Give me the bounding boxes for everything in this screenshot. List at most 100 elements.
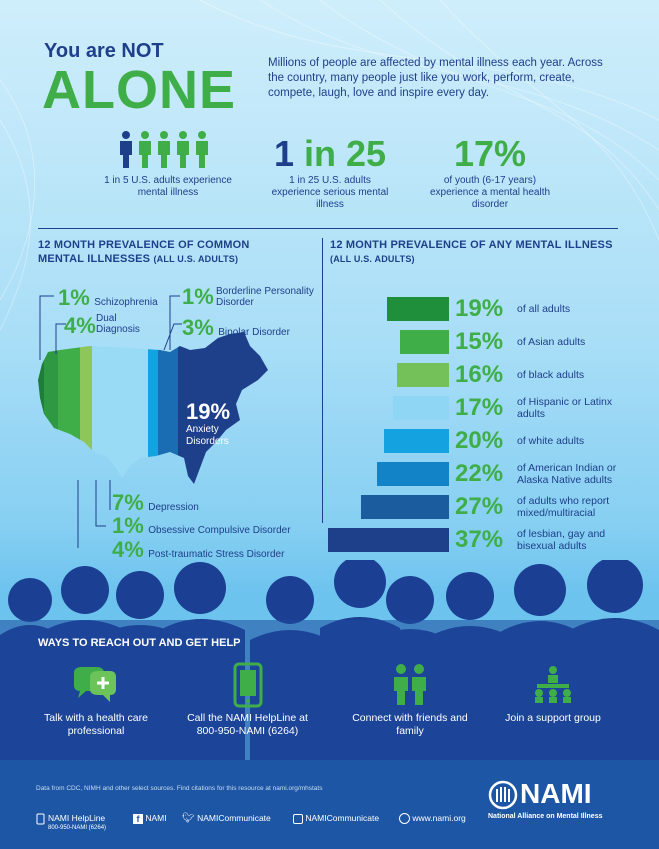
intro-text: Millions of people are affected by menta… — [268, 57, 603, 99]
bar-pct-4: 20% — [455, 427, 504, 454]
bar-7 — [328, 528, 449, 552]
website-link: www.nami.org — [412, 813, 466, 823]
way-label-call: Call the NAMI HelpLine at 800-950-NAMI (… — [187, 712, 308, 737]
item-ocd-pct: 1% — [112, 513, 144, 538]
stat-value-3: 17% — [453, 133, 527, 174]
bar-2 — [396, 363, 449, 387]
item-depression: 7% Depression — [112, 492, 312, 515]
facebook-handle: NAMI — [145, 813, 167, 823]
person-icon — [139, 131, 151, 168]
bar-pct-2: 16% — [455, 361, 504, 388]
item-ptsd-label: Post-traumatic Stress Disorder — [148, 549, 285, 560]
section-divider — [38, 228, 618, 229]
stat-caption-1: 1 in 5 U.S. adults experience mental ill… — [104, 175, 232, 198]
footer-website[interactable]: www.nami.org — [399, 813, 466, 825]
ways-title: WAYS TO REACH OUT AND GET HELP — [38, 637, 241, 649]
helpline-title: NAMI HelpLine — [48, 813, 106, 823]
left-section-title-text: 12 MONTH PREVALENCE OF COMMON MENTAL ILL… — [38, 239, 250, 265]
stat-value-2-rest: in 25 — [293, 133, 387, 174]
bar-label-3: of Hispanic or Latinx adults — [517, 396, 613, 420]
item-ptsd-pct: 4% — [112, 537, 144, 562]
phone-icon — [233, 662, 263, 708]
bar-pct-1: 15% — [455, 328, 504, 355]
person-icon — [177, 131, 189, 168]
stripe-bipolar — [148, 332, 158, 484]
footer-facebook[interactable]: f NAMI — [133, 813, 167, 824]
support-group-icon — [535, 666, 571, 703]
instagram-icon — [293, 813, 303, 824]
bar-pct-3: 17% — [455, 394, 504, 421]
twitter-icon: 🐦︎ — [182, 812, 195, 824]
bar-label-2: of black adults — [517, 369, 585, 381]
right-section-subtitle: (ALL U.S. ADULTS) — [330, 254, 415, 264]
item-ocd-label: Obsessive Compulsive Disorder — [148, 525, 291, 536]
item-ptsd: 4% Post-traumatic Stress Disorder — [112, 539, 322, 562]
item-depression-label: Depression — [148, 502, 199, 513]
bar-3 — [393, 396, 449, 420]
item-bipolar: 3% Bipolar Disorder — [182, 317, 322, 340]
bar-5 — [377, 462, 449, 486]
us-map-graphic — [38, 295, 268, 548]
twitter-handle: NAMICommunicate — [197, 813, 271, 823]
nami-logo-icon — [488, 780, 518, 810]
bar-pct-5: 22% — [455, 460, 504, 487]
bar-label-5: of American Indian or Alaska Native adul… — [517, 462, 617, 486]
item-dual-pct: 4% — [64, 313, 96, 338]
item-schizophrenia-label: Schizophrenia — [94, 297, 158, 308]
title-small: You are NOT — [44, 40, 164, 62]
footer-band — [0, 760, 659, 849]
sources-note: Data from CDC, NIMH and other select sou… — [36, 785, 323, 792]
right-section-title-text: 12 MONTH PREVALENCE OF ANY MENTAL ILLNES… — [330, 239, 613, 251]
item-bpd-pct: 1% — [182, 284, 214, 309]
person-icon — [196, 131, 208, 168]
facebook-icon: f — [133, 813, 143, 824]
bar-label-6: of adults who report mixed/multiracial — [517, 495, 610, 519]
right-section-title: 12 MONTH PREVALENCE OF ANY MENTAL ILLNES… — [330, 238, 620, 266]
left-section-title: 12 MONTH PREVALENCE OF COMMON MENTAL ILL… — [38, 238, 298, 266]
bar-label-0: of all adults — [517, 303, 571, 315]
way-label-talk: Talk with a health care professional — [44, 712, 148, 737]
helpline-number: 800-950-NAMI (6264) — [48, 825, 107, 831]
chat-bubbles-icon — [74, 667, 116, 702]
title-big: ALONE — [42, 60, 236, 120]
footer-instagram[interactable]: NAMICommunicate — [293, 813, 379, 824]
item-anxiety: 19% Anxiety Disorders — [186, 400, 256, 448]
footer-twitter[interactable]: 🐦︎ NAMICommunicate — [182, 813, 271, 824]
item-bpd-label: Borderline Personality Disorder — [216, 286, 314, 308]
way-label-connect: Connect with friends and family — [352, 712, 468, 737]
bar-1 — [399, 330, 449, 354]
stripe-bpd — [158, 332, 178, 484]
bar-pct-6: 27% — [455, 493, 504, 520]
item-ocd: 1% Obsessive Compulsive Disorder — [112, 515, 312, 538]
bar-label-7: of lesbian, gay and bisexual adults — [517, 528, 606, 552]
people-icon — [394, 664, 426, 705]
person-icon — [120, 131, 132, 168]
bar-pct-0: 19% — [455, 295, 504, 322]
nami-logo-text: NAMI — [520, 778, 592, 809]
item-bipolar-pct: 3% — [182, 315, 214, 340]
bar-4 — [383, 429, 449, 453]
item-schizophrenia-pct: 1% — [58, 285, 90, 310]
bar-label-1: of Asian adults — [517, 336, 586, 348]
instagram-handle: NAMICommunicate — [305, 813, 380, 823]
stat-value-2-prefix: 1 — [273, 133, 294, 174]
bar-label-4: of white adults — [517, 435, 585, 447]
org-name: National Alliance on Mental Illness — [488, 813, 603, 820]
bar-0 — [386, 297, 449, 321]
bar-pct-7: 37% — [455, 526, 504, 553]
person-icon — [158, 131, 170, 168]
stat-caption-2: 1 in 25 U.S. adults experience serious m… — [271, 175, 389, 210]
item-anxiety-label: Anxiety Disorders — [186, 424, 229, 447]
stat-value-2: 1 in 25 — [265, 134, 395, 174]
people-1-in-5-icon — [120, 131, 208, 168]
globe-icon — [399, 813, 410, 825]
vertical-divider — [322, 238, 323, 523]
bar-chart: 19% of all adults 15% of Asian adults 16% of … — [328, 295, 617, 553]
item-depression-pct: 7% — [112, 490, 144, 515]
item-schizophrenia: 1% Schizophrenia — [58, 287, 158, 310]
way-label-support-group: Join a support group — [505, 712, 601, 724]
item-dual-label: Dual Diagnosis — [96, 313, 140, 335]
bar-6 — [360, 495, 449, 519]
stat-caption-3: of youth (6-17 years) experience a menta… — [429, 175, 551, 210]
